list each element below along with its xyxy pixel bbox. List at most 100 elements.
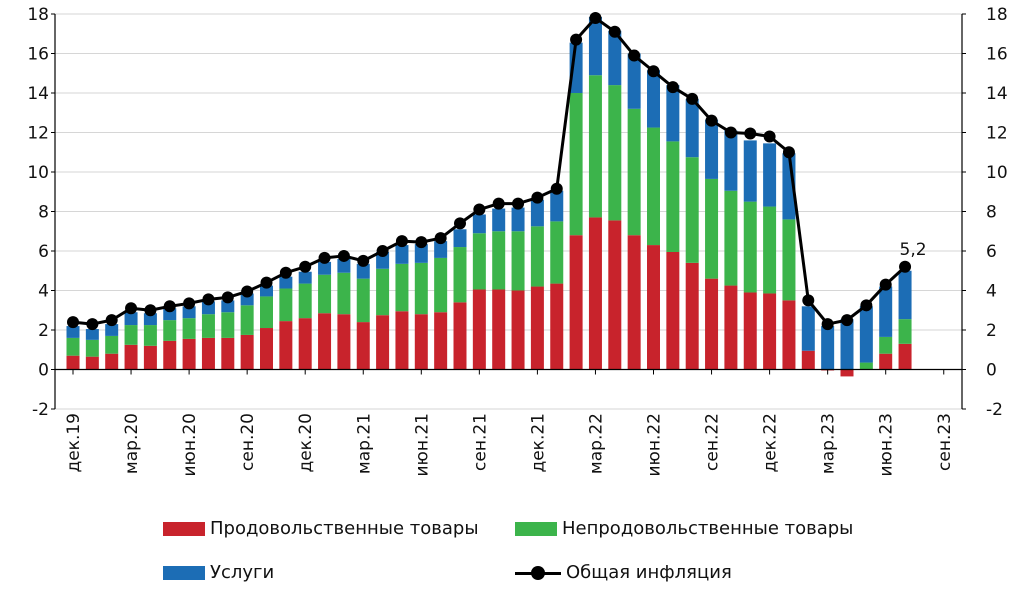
headline-point bbox=[860, 299, 873, 312]
headline-point bbox=[337, 249, 350, 262]
bar-segment bbox=[647, 127, 660, 246]
y-tick-label-left: 6 bbox=[38, 242, 49, 262]
bar-segment bbox=[66, 355, 80, 370]
bar-segment bbox=[705, 119, 719, 179]
bar-segment bbox=[260, 296, 273, 329]
bar-segment bbox=[143, 325, 157, 346]
x-tick-label: июн.22 bbox=[645, 413, 665, 477]
headline-point bbox=[67, 316, 79, 329]
bar-segment bbox=[395, 245, 409, 264]
legend-item-services: Услуги bbox=[163, 562, 274, 583]
y-tick-label-left: 8 bbox=[38, 203, 49, 223]
last-value-annotation: 5,2 bbox=[900, 240, 927, 260]
y-tick-label-right: -2 bbox=[986, 400, 1003, 420]
bar-segment bbox=[530, 286, 544, 370]
headline-point bbox=[105, 314, 118, 327]
bar-segment bbox=[279, 276, 293, 289]
bar-segment bbox=[530, 226, 544, 287]
bar-segment bbox=[124, 312, 138, 326]
bar-segment bbox=[705, 178, 719, 279]
x-tick-label: мар.20 bbox=[122, 413, 142, 474]
bar-segment bbox=[840, 319, 854, 370]
bar-segment bbox=[685, 98, 699, 158]
bar-segment bbox=[434, 241, 448, 258]
bar-segment bbox=[66, 337, 80, 356]
headline-point bbox=[782, 146, 795, 159]
services-swatch bbox=[163, 565, 205, 580]
y-tick-label-left: 12 bbox=[27, 124, 49, 144]
bar-segment bbox=[395, 311, 409, 370]
headline-point bbox=[802, 294, 815, 307]
headline-point bbox=[415, 236, 428, 249]
bar-segment bbox=[472, 214, 486, 234]
bar-segment bbox=[550, 221, 564, 284]
bar-segment bbox=[685, 262, 699, 370]
tick-labels-layer: -2 -2 0 0 2 2 4 4 6 6 8 8 10 10 12 12 14 14 16 16 18 18 дек.19… bbox=[27, 5, 1007, 477]
bar-segment bbox=[414, 244, 428, 263]
bar-segment bbox=[588, 16, 602, 76]
bar-segment bbox=[376, 251, 390, 269]
bar-segment bbox=[298, 271, 312, 284]
bar-segment bbox=[608, 85, 622, 221]
bar-segment bbox=[743, 201, 757, 293]
bar-segment bbox=[66, 326, 80, 338]
y-tick-label-right: 4 bbox=[986, 282, 997, 302]
headline-point bbox=[570, 33, 583, 46]
bar-segment bbox=[511, 207, 525, 232]
headline-point bbox=[705, 114, 718, 127]
headline-point bbox=[589, 11, 602, 24]
headline-point bbox=[318, 251, 331, 264]
bar-segment bbox=[298, 318, 312, 370]
x-tick-label: дек.20 bbox=[296, 413, 316, 473]
bar-segment bbox=[608, 220, 622, 370]
headline-point bbox=[492, 197, 505, 210]
bar-segment bbox=[511, 231, 525, 291]
bar-segment bbox=[376, 268, 390, 316]
headline-point bbox=[821, 318, 834, 331]
bar-segment bbox=[124, 325, 138, 345]
bar-segment bbox=[608, 30, 622, 86]
bar-segment bbox=[801, 306, 815, 351]
bar-segment bbox=[337, 258, 351, 273]
bar-segment bbox=[859, 306, 873, 363]
headline-point bbox=[144, 304, 157, 317]
bar-segment bbox=[472, 289, 486, 370]
headline-point bbox=[841, 314, 853, 327]
headline-point bbox=[86, 318, 99, 331]
y-tick-label-left: 18 bbox=[27, 5, 49, 25]
bar-segment bbox=[279, 288, 293, 322]
headline-point bbox=[744, 127, 757, 140]
x-tick-label: мар.21 bbox=[354, 413, 374, 474]
bar-segment bbox=[685, 157, 699, 263]
x-tick-label: сен.23 bbox=[935, 413, 955, 471]
bar-segment bbox=[221, 337, 235, 370]
bar-segment bbox=[240, 305, 254, 335]
bar-segment bbox=[221, 312, 235, 338]
axes-layer bbox=[51, 13, 966, 410]
legend-label-nonfood: Непродовольственные товары bbox=[562, 518, 854, 539]
bar-segment bbox=[898, 319, 912, 344]
bar-segment bbox=[453, 229, 467, 248]
bar-segment bbox=[105, 353, 119, 370]
headline-point bbox=[125, 302, 138, 315]
x-tick-label: июн.23 bbox=[877, 413, 897, 477]
bar-segment bbox=[260, 328, 273, 370]
x-tick-label: сен.21 bbox=[470, 413, 490, 471]
bar-segment bbox=[298, 283, 312, 319]
headline-point bbox=[183, 297, 196, 310]
bar-segment bbox=[569, 93, 583, 236]
y-tick-label-left: 10 bbox=[27, 163, 49, 183]
bar-segment bbox=[879, 286, 893, 337]
legend-label-food: Продовольственные товары bbox=[210, 518, 479, 539]
x-tick-label: дек.21 bbox=[528, 413, 548, 473]
bar-segment bbox=[550, 190, 564, 222]
bar-segment bbox=[782, 219, 796, 301]
headline-point bbox=[299, 260, 312, 273]
bar-segment bbox=[356, 278, 370, 323]
bar-segment bbox=[724, 285, 738, 370]
bar-segment bbox=[434, 257, 448, 313]
bar-segment bbox=[143, 313, 157, 326]
headline-point bbox=[899, 260, 912, 273]
bar-segment bbox=[743, 292, 757, 370]
headline-line-layer bbox=[67, 11, 912, 331]
